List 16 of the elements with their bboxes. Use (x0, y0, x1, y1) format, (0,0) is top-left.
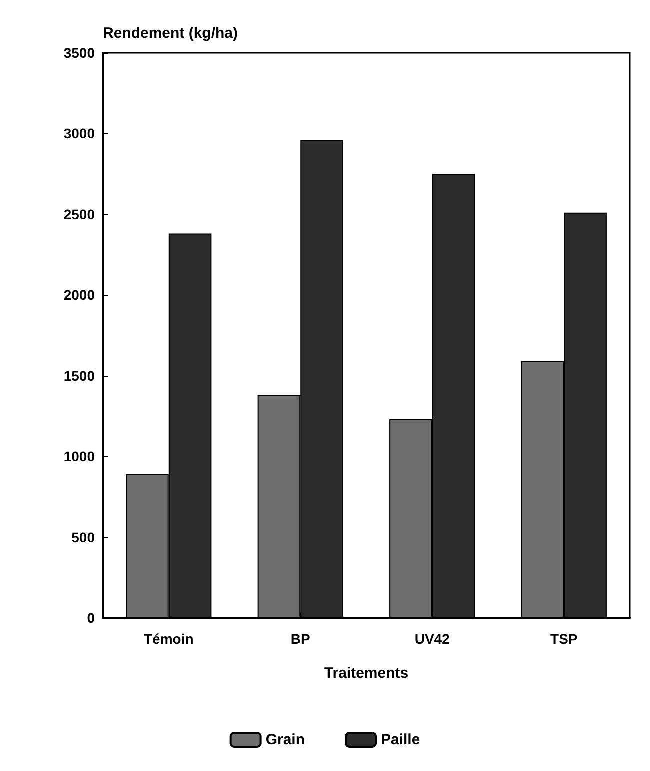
y-tick-label: 3000 (64, 126, 96, 142)
y-tick-label: 0 (87, 610, 96, 626)
x-axis-title: Traitements (324, 665, 409, 682)
x-tick-label: UV42 (414, 631, 450, 647)
y-tick-label: 500 (72, 529, 96, 546)
x-tick-label: TSP (550, 631, 578, 647)
legend-label: Paille (380, 732, 420, 748)
y-tick-label: 3500 (64, 45, 96, 61)
y-tick-label: 2000 (64, 287, 96, 304)
y-tick-label: 2500 (64, 206, 96, 222)
y-tick-label: 1000 (64, 448, 96, 465)
legend-label: Grain (266, 732, 306, 748)
y-tick-label: 1500 (64, 368, 96, 384)
y-axis-title: Rendement (kg/ha) (103, 25, 238, 42)
x-tick-label: BP (290, 631, 310, 647)
x-tick-label: Témoin (144, 631, 194, 647)
